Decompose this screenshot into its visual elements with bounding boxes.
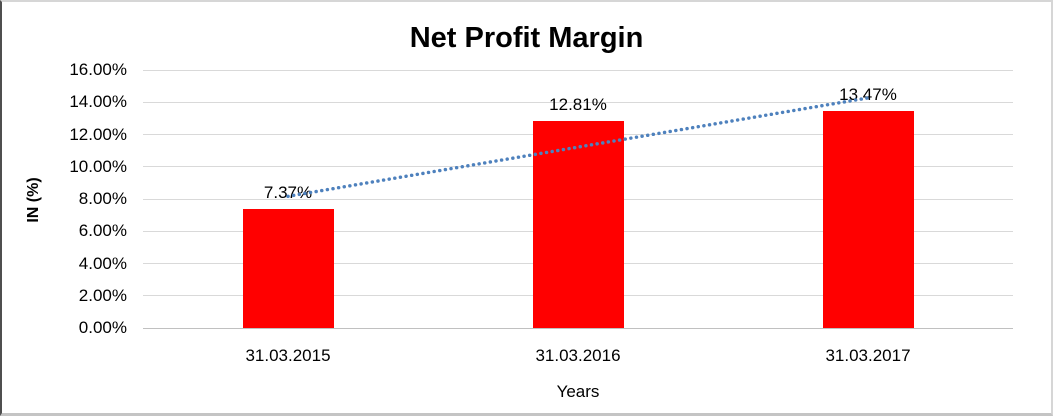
y-axis-tick-label: 2.00% (78, 285, 127, 305)
y-axis-tick-label: 6.00% (78, 221, 127, 241)
y-axis-tick-label: 4.00% (78, 253, 127, 273)
y-axis-tick-label: 8.00% (78, 189, 127, 208)
x-axis-category-label: 31.03.2016 (535, 346, 621, 365)
y-axis-tick-label: 16.00% (69, 60, 127, 79)
bar-data-label: 13.47% (839, 85, 897, 104)
y-axis-tick-label: 10.00% (69, 156, 127, 176)
y-axis-tick-label: 0.00% (78, 318, 127, 337)
x-axis-title: Years (556, 382, 600, 401)
bar-31.03.2015 (242, 209, 334, 328)
y-axis-tick-label: 12.00% (69, 124, 127, 144)
x-axis-category-label: 31.03.2015 (245, 346, 331, 365)
x-axis-category-label: 31.03.2017 (825, 346, 911, 365)
x-axis-line (143, 327, 1013, 329)
bar-data-label: 7.37% (263, 183, 313, 202)
gridline (143, 69, 1013, 71)
chart-title: Net Profit Margin (409, 22, 644, 54)
bar-31.03.2016 (532, 121, 624, 328)
bar-31.03.2017 (822, 111, 914, 328)
bar-data-label: 12.81% (549, 95, 607, 114)
y-axis-tick-label: 14.00% (69, 92, 127, 112)
